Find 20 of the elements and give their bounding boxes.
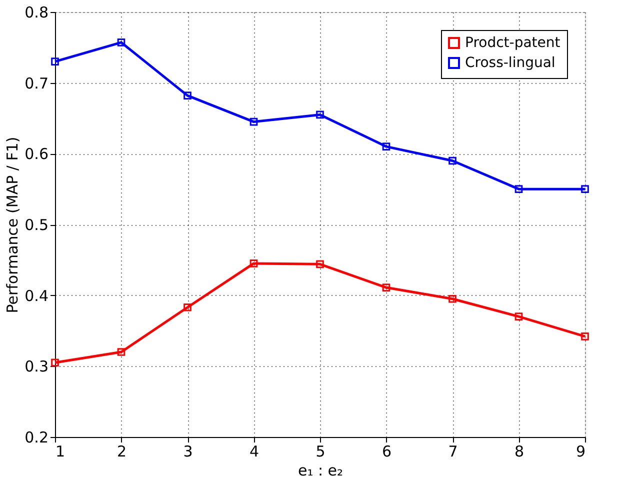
x-tick-label: 4 — [249, 442, 260, 460]
y-tick-label: 0.6 — [24, 145, 48, 164]
x-tick-label: 7 — [448, 442, 458, 460]
x-tick-label: 6 — [382, 442, 392, 460]
legend-label: Prodct-patent — [465, 35, 561, 51]
x-axis-title: e₁ : e₂ — [298, 462, 344, 480]
y-tick-label: 0.4 — [24, 286, 48, 305]
y-tick-label: 0.2 — [24, 428, 48, 446]
y-tick-label: 0.8 — [24, 4, 48, 22]
x-tick-label: 2 — [116, 442, 127, 460]
y-tick-label: 0.3 — [24, 358, 48, 376]
y-tick-label: 0.7 — [24, 74, 48, 92]
x-tick-label: 5 — [316, 442, 326, 460]
x-tick-label: 3 — [183, 442, 193, 460]
x-tick-label: 8 — [514, 442, 524, 460]
y-axis-title: Performance (MAP / F1) — [4, 136, 22, 314]
x-tick-label: 1 — [56, 442, 66, 460]
x-tick-label: 9 — [576, 442, 586, 460]
legend-label: Cross-lingual — [465, 55, 556, 71]
y-tick-label: 0.5 — [24, 216, 48, 234]
